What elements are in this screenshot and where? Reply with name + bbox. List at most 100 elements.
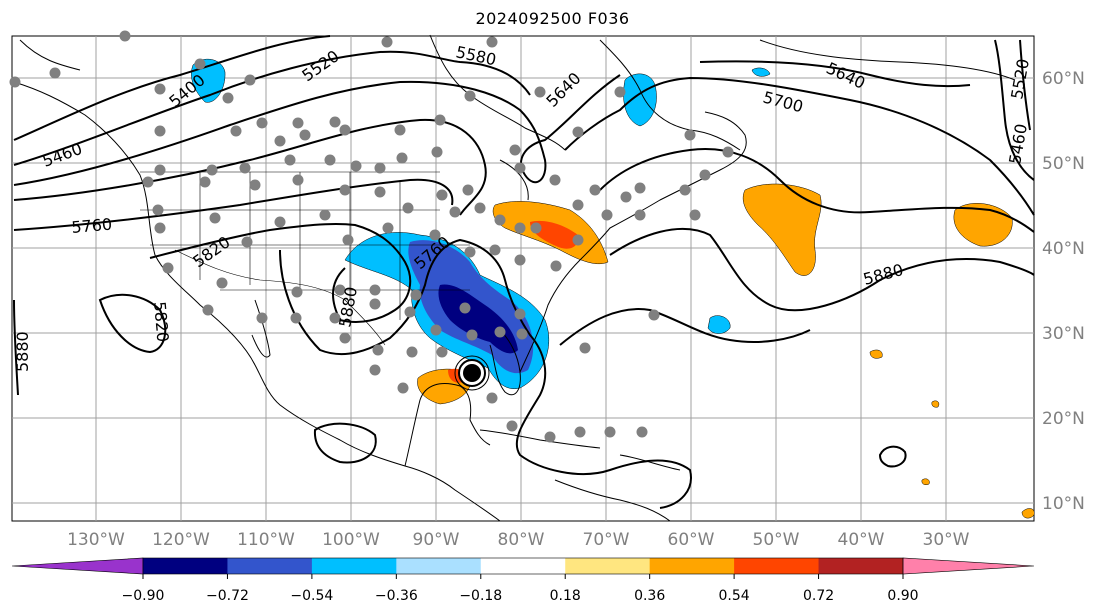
station-dot: [410, 289, 422, 301]
station-markers: [9, 30, 734, 443]
station-dot: [274, 135, 286, 147]
positive-anomaly-region: [1021, 508, 1035, 519]
station-dot: [601, 209, 613, 221]
latitude-tick-label: 30°N: [1042, 324, 1085, 344]
positive-anomaly-region: [953, 203, 1013, 247]
station-dot: [572, 199, 584, 211]
positive-anomaly-region: [869, 349, 883, 359]
station-dot: [449, 206, 461, 218]
station-dot: [154, 125, 166, 137]
station-dot: [506, 420, 518, 432]
longitude-tick-label: 70°W: [583, 530, 630, 550]
colorbar-tick-label: 0.36: [634, 588, 665, 604]
negative-anomaly-region: [707, 315, 731, 334]
station-dot: [369, 284, 381, 296]
station-dot: [572, 234, 584, 246]
station-dot: [142, 176, 154, 188]
station-dot: [374, 162, 386, 174]
station-dot: [230, 125, 242, 137]
station-dot: [589, 184, 601, 196]
station-dot: [162, 262, 174, 274]
station-dot: [614, 86, 626, 98]
colorbar-tick-label: −0.90: [122, 588, 165, 604]
station-dot: [350, 160, 362, 172]
colorbar-tick-label: −0.36: [375, 588, 418, 604]
longitude-tick-label: 130°W: [67, 530, 125, 550]
station-dot: [402, 202, 414, 214]
station-dot: [284, 154, 296, 166]
longitude-tick-label: 40°W: [838, 530, 885, 550]
station-dot: [516, 328, 528, 340]
colorbar-segment: [565, 558, 651, 574]
latitude-tick-label: 60°N: [1042, 69, 1085, 89]
station-dot: [374, 186, 386, 198]
station-dot: [406, 346, 418, 358]
positive-anomaly-region: [742, 183, 822, 276]
coastlines: [13, 34, 1016, 522]
station-dot: [722, 146, 734, 158]
colorbar-tick-label: 0.18: [550, 588, 581, 604]
colorbar-segment: [818, 558, 904, 574]
station-dot: [574, 426, 586, 438]
longitude-axis: 130°W 120°W 110°W 100°W 90°W 80°W 70°W 6…: [67, 530, 970, 550]
longitude-tick-label: 110°W: [237, 530, 295, 550]
station-dot: [434, 114, 446, 126]
colorbar-segment: [734, 558, 820, 574]
station-dot: [291, 286, 303, 298]
positive-anomaly-region: [931, 400, 940, 408]
station-dot: [324, 154, 336, 166]
station-dot: [579, 342, 591, 354]
tropical-cyclone-icon: [454, 355, 490, 391]
station-dot: [689, 209, 701, 221]
station-dot: [369, 364, 381, 376]
station-dot: [464, 90, 476, 102]
longitude-tick-label: 90°W: [413, 530, 460, 550]
station-dot: [244, 74, 256, 86]
station-dot: [648, 309, 660, 321]
station-dot: [404, 306, 416, 318]
colorbar: −0.90 −0.72 −0.54 −0.36 −0.18 0.18 0.36 0.54 0.7…: [11, 557, 1035, 604]
positive-anomaly-region: [530, 220, 579, 249]
contour-label: 5760: [71, 215, 113, 237]
station-dot: [530, 222, 542, 234]
station-dot: [431, 146, 443, 158]
latitude-tick-label: 40°N: [1042, 239, 1085, 259]
station-dot: [459, 302, 471, 314]
station-dot: [572, 126, 584, 138]
station-dot: [372, 344, 384, 356]
station-dot: [206, 164, 218, 176]
station-dot: [699, 169, 711, 181]
station-dot: [534, 86, 546, 98]
station-dot: [636, 426, 648, 438]
station-dot: [342, 234, 354, 246]
station-dot: [256, 117, 268, 129]
station-dot: [299, 129, 311, 141]
colorbar-tick-label: 0.72: [803, 588, 834, 604]
height-contours: [13, 35, 1035, 509]
station-dot: [339, 332, 351, 344]
positive-anomaly-region: [921, 478, 930, 486]
station-dot: [381, 36, 393, 48]
colorbar-tick-label: −0.72: [206, 588, 249, 604]
station-dot: [494, 326, 506, 338]
station-dot: [222, 92, 234, 104]
station-dot: [430, 324, 442, 336]
longitude-tick-label: 50°W: [753, 530, 800, 550]
station-dot: [509, 144, 521, 156]
colorbar-segment: [311, 558, 397, 574]
shaded-fields: [191, 58, 1035, 519]
station-dot: [489, 244, 501, 256]
longitude-tick-label: 80°W: [498, 530, 545, 550]
station-dot: [466, 329, 478, 341]
station-dot: [292, 174, 304, 186]
station-dot: [474, 202, 486, 214]
colorbar-segment: [143, 558, 228, 574]
station-dot: [290, 312, 302, 324]
station-dot: [620, 191, 632, 203]
longitude-tick-label: 120°W: [152, 530, 210, 550]
station-dot: [329, 312, 341, 324]
latitude-tick-label: 50°N: [1042, 154, 1085, 174]
station-dot: [550, 260, 562, 272]
station-dot: [239, 162, 251, 174]
station-dot: [544, 431, 556, 443]
